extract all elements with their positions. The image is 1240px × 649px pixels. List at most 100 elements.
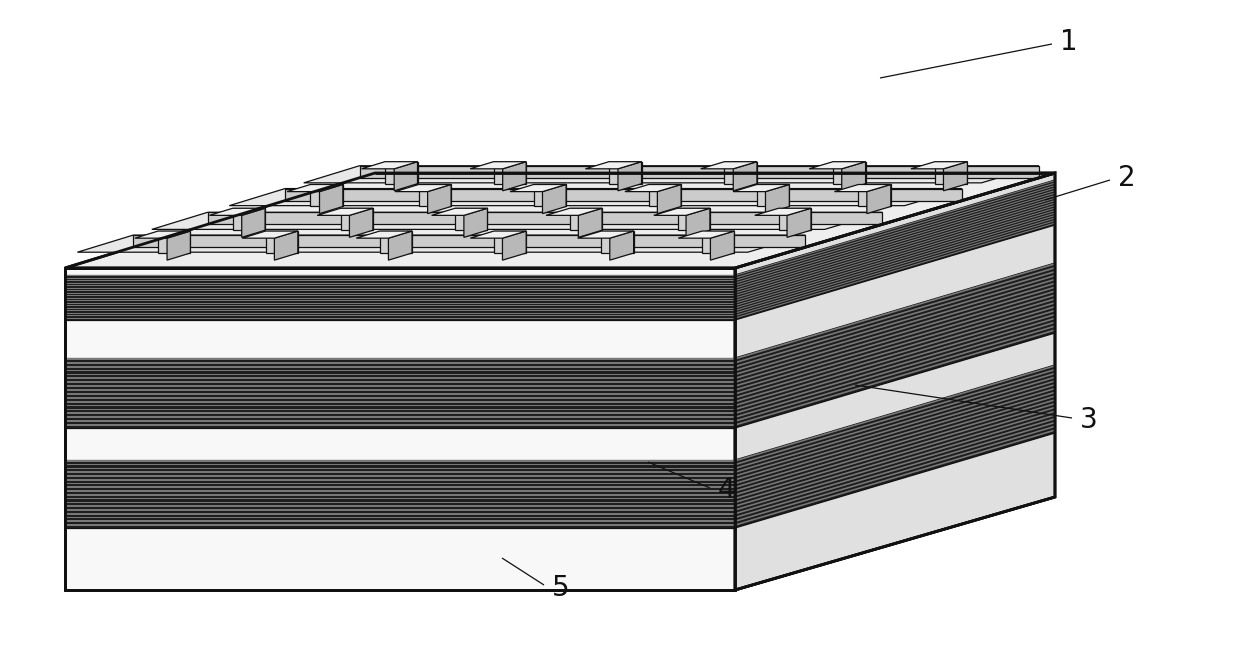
Polygon shape [735,180,1055,320]
Polygon shape [765,184,790,214]
Polygon shape [735,317,1055,414]
Polygon shape [735,410,1055,507]
Polygon shape [653,208,709,215]
Polygon shape [64,413,735,414]
Polygon shape [64,490,735,492]
Polygon shape [833,162,866,184]
Polygon shape [609,162,641,184]
Polygon shape [360,165,1039,178]
Polygon shape [64,358,735,360]
Polygon shape [735,205,1055,301]
Polygon shape [756,184,790,206]
Polygon shape [735,263,1055,360]
Polygon shape [64,386,735,387]
Polygon shape [396,184,451,191]
Polygon shape [735,286,1055,383]
Polygon shape [64,498,735,500]
Polygon shape [64,405,735,406]
Polygon shape [735,422,1055,519]
Polygon shape [502,162,526,191]
Polygon shape [64,378,735,379]
Polygon shape [64,362,735,363]
Polygon shape [310,184,342,206]
Polygon shape [735,182,1055,278]
Polygon shape [394,162,418,191]
Polygon shape [578,208,603,238]
Polygon shape [677,208,709,230]
Polygon shape [585,162,641,169]
Polygon shape [911,162,967,169]
Polygon shape [64,520,735,522]
Polygon shape [317,208,373,215]
Polygon shape [64,471,735,473]
Polygon shape [735,426,1055,522]
Polygon shape [678,231,734,238]
Polygon shape [64,275,735,320]
Polygon shape [735,180,1055,276]
Polygon shape [64,290,735,291]
Polygon shape [210,208,265,215]
Polygon shape [288,184,342,191]
Polygon shape [787,208,811,238]
Polygon shape [64,374,735,375]
Polygon shape [935,162,967,184]
Polygon shape [867,184,890,214]
Polygon shape [64,308,735,309]
Polygon shape [735,202,1055,299]
Polygon shape [735,325,1055,422]
Polygon shape [64,317,735,319]
Polygon shape [735,271,1055,367]
Polygon shape [735,373,1055,469]
Polygon shape [151,212,882,229]
Polygon shape [649,184,681,206]
Polygon shape [735,200,1055,296]
Polygon shape [207,212,882,225]
Polygon shape [64,310,735,311]
Polygon shape [470,231,526,238]
Polygon shape [735,267,1055,363]
Polygon shape [810,162,866,169]
Polygon shape [285,189,962,201]
Polygon shape [735,429,1055,526]
Polygon shape [64,297,735,299]
Polygon shape [502,231,526,260]
Polygon shape [494,231,526,253]
Polygon shape [735,212,1055,309]
Polygon shape [735,306,1055,402]
Polygon shape [64,280,735,281]
Polygon shape [64,305,735,306]
Polygon shape [735,185,1055,281]
Polygon shape [64,517,735,519]
Polygon shape [735,282,1055,379]
Polygon shape [384,162,418,184]
Polygon shape [735,294,1055,391]
Polygon shape [735,369,1055,465]
Polygon shape [64,389,735,391]
Polygon shape [735,384,1055,481]
Polygon shape [735,173,1055,590]
Polygon shape [578,231,634,238]
Polygon shape [735,387,1055,484]
Polygon shape [64,502,735,503]
Polygon shape [735,365,1055,461]
Polygon shape [657,184,681,214]
Polygon shape [242,231,298,238]
Polygon shape [432,208,487,215]
Polygon shape [735,223,1055,319]
Polygon shape [64,275,735,276]
Polygon shape [618,162,641,191]
Polygon shape [133,235,806,247]
Polygon shape [159,231,191,253]
Polygon shape [601,231,634,253]
Polygon shape [64,409,735,410]
Polygon shape [625,184,681,191]
Text: 4: 4 [718,476,735,504]
Polygon shape [735,193,1055,289]
Polygon shape [64,475,735,477]
Polygon shape [64,479,735,481]
Polygon shape [64,424,735,426]
Polygon shape [735,220,1055,316]
Polygon shape [64,282,735,284]
Polygon shape [735,406,1055,503]
Polygon shape [64,487,735,488]
